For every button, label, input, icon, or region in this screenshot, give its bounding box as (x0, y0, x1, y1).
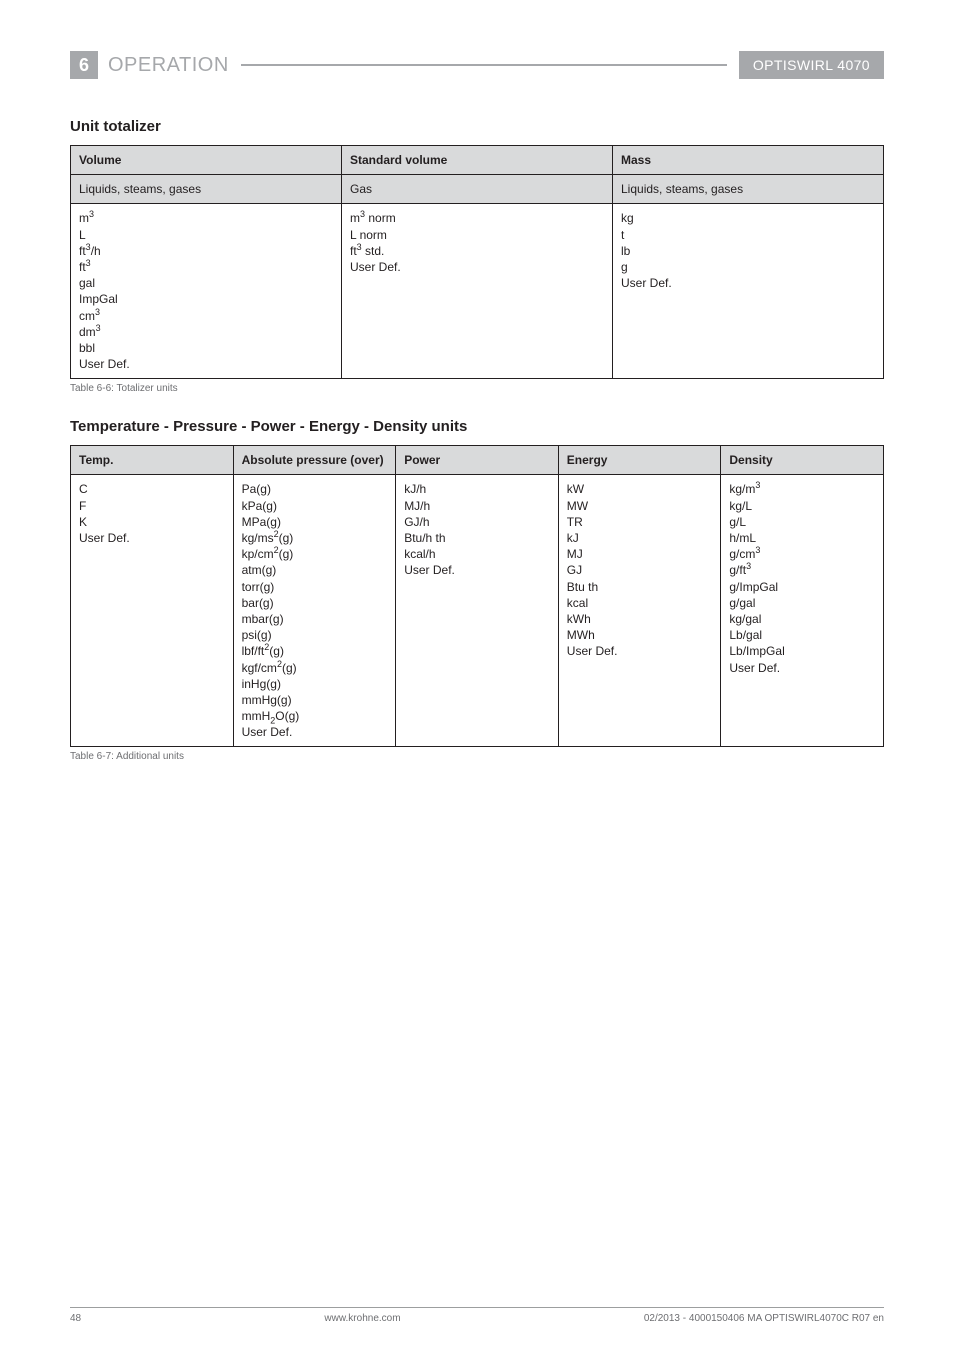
page-number: 48 (70, 1313, 81, 1324)
footer-divider (70, 1307, 884, 1308)
table-header: Standard volume (342, 146, 613, 175)
page-footer: 48 www.krohne.com 02/2013 - 4000150406 M… (70, 1313, 884, 1324)
table-header: Mass (613, 146, 884, 175)
table-subheader: Gas (342, 175, 613, 204)
table-header: Temp. (71, 446, 234, 475)
table-header: Energy (558, 446, 721, 475)
section-heading-additional-units: Temperature - Pressure - Power - Energy … (70, 418, 884, 435)
table-caption: Table 6-7: Additional units (70, 751, 884, 762)
table-subheader: Liquids, steams, gases (613, 175, 884, 204)
table-header: Power (396, 446, 559, 475)
table-header: Absolute pressure (over) (233, 446, 396, 475)
chapter-label: 6 OPERATION (70, 51, 229, 79)
table-header: Volume (71, 146, 342, 175)
chapter-title: OPERATION (108, 54, 229, 77)
table-cell: Pa(g)kPa(g)MPa(g)kg/ms2(g)kp/cm2(g)atm(g… (233, 475, 396, 747)
table-caption: Table 6-6: Totalizer units (70, 383, 884, 394)
totalizer-units-table: Volume Standard volume Mass Liquids, ste… (70, 145, 884, 379)
table-cell: m3Lft3/hft3galImpGalcm3dm3bblUser Def. (71, 204, 342, 379)
table-cell: kWMWTRkJMJGJBtu thkcalkWhMWhUser Def. (558, 475, 721, 747)
additional-units-table: Temp. Absolute pressure (over) Power Ene… (70, 445, 884, 747)
table-cell: kg/m3kg/Lg/Lh/mLg/cm3g/ft3g/ImpGalg/galk… (721, 475, 884, 747)
table-cell: kgtlbgUser Def. (613, 204, 884, 379)
footer-doc-id: 02/2013 - 4000150406 MA OPTISWIRL4070C R… (644, 1313, 884, 1324)
table-cell: kJ/hMJ/hGJ/hBtu/h thkcal/hUser Def. (396, 475, 559, 747)
chapter-number-badge: 6 (70, 51, 98, 79)
page-header: 6 OPERATION OPTISWIRL 4070 (70, 48, 884, 82)
section-heading-unit-totalizer: Unit totalizer (70, 118, 884, 135)
table-cell: CFKUser Def. (71, 475, 234, 747)
table-subheader: Liquids, steams, gases (71, 175, 342, 204)
table-header: Density (721, 446, 884, 475)
table-cell: m3 normL normft3 std.User Def. (342, 204, 613, 379)
footer-site: www.krohne.com (81, 1313, 644, 1324)
product-name-badge: OPTISWIRL 4070 (739, 51, 884, 79)
header-divider (241, 64, 727, 66)
